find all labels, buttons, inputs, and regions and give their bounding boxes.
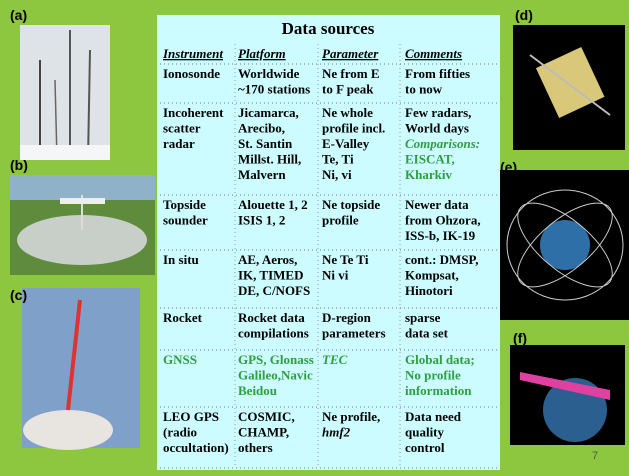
table-cell-text: Worldwide bbox=[238, 66, 300, 81]
table-cell-text: Kompsat, bbox=[405, 268, 459, 283]
table-cell-text: sparse bbox=[405, 310, 441, 325]
table-cell-text: ISS-b, IK-19 bbox=[405, 228, 476, 243]
table-cell-text: scatter bbox=[163, 121, 201, 136]
table-cell-text: Rocket data bbox=[238, 310, 305, 325]
table-cell-text: Rocket bbox=[163, 310, 203, 325]
table-cell-text: Ni vi bbox=[322, 268, 349, 283]
slide-title: Data sources bbox=[282, 19, 375, 38]
table-cell-text: Comparisons: bbox=[405, 136, 480, 151]
table-cell-text: data set bbox=[405, 326, 449, 341]
table-cell-text: compilations bbox=[238, 326, 309, 341]
image-label: (b) bbox=[10, 157, 28, 173]
image-label: (a) bbox=[10, 7, 27, 23]
table-cell-text: Ne from E bbox=[322, 66, 380, 81]
column-header: Instrument bbox=[162, 46, 223, 61]
image-earth bbox=[510, 345, 625, 445]
table-cell-text: Millst. Hill, bbox=[238, 152, 301, 167]
table-cell-text: Topside bbox=[163, 197, 206, 212]
table-cell-text: from Ohzora, bbox=[405, 213, 481, 228]
table-cell-text: D-region bbox=[322, 310, 372, 325]
table-cell-text: Malvern bbox=[238, 167, 286, 182]
table-cell-text: E-Valley bbox=[322, 136, 370, 151]
table-cell-text: Few radars, bbox=[405, 105, 471, 120]
table-cell-text: COSMIC, bbox=[238, 409, 295, 424]
image-forest bbox=[20, 25, 110, 161]
image-radar bbox=[10, 175, 155, 275]
table-cell-text: to F peak bbox=[322, 82, 374, 97]
table-cell-text: others bbox=[238, 440, 273, 455]
column-header: Comments bbox=[405, 46, 462, 61]
table-cell-text: cont.: DMSP, bbox=[405, 252, 479, 267]
table-cell-text: Ionosonde bbox=[163, 66, 220, 81]
table-cell-text: Newer data bbox=[405, 197, 469, 212]
table-cell-text: occultation) bbox=[163, 440, 229, 455]
table-cell-text: Arecibo, bbox=[238, 121, 285, 136]
table-cell-text: GNSS bbox=[163, 352, 197, 367]
table-panel bbox=[157, 15, 500, 470]
table-cell-text: GPS, Glonass bbox=[238, 352, 314, 367]
table-cell-text: Global data; bbox=[405, 352, 475, 367]
table-cell-text: LEO GPS bbox=[163, 409, 219, 424]
image-label: (c) bbox=[10, 287, 27, 303]
table-cell-text: Ne whole bbox=[322, 105, 373, 120]
table-cell-text: (radio bbox=[163, 425, 197, 440]
table-cell-text: radar bbox=[163, 136, 195, 151]
image-label: (e) bbox=[500, 159, 517, 175]
table-cell-text: Ne profile, bbox=[322, 409, 380, 424]
table-cell-text: Ni, vi bbox=[322, 167, 352, 182]
table-cell-text: EISCAT, bbox=[405, 152, 455, 167]
table-cell-text: control bbox=[405, 440, 445, 455]
image-label: (d) bbox=[515, 7, 533, 23]
table-cell-text: to now bbox=[405, 82, 443, 97]
table-cell-text: St. Santin bbox=[238, 136, 293, 151]
table-cell-text: Te, Ti bbox=[322, 152, 354, 167]
table-cell-text: Ne topside bbox=[322, 197, 380, 212]
table-cell-text: Galileo,Navic bbox=[238, 368, 313, 383]
table-cell-text: profile incl. bbox=[322, 121, 385, 136]
table-cell-text: Alouette 1, 2 bbox=[238, 197, 308, 212]
table-cell-text: In situ bbox=[163, 252, 199, 267]
table-cell-text: Ne Te Ti bbox=[322, 252, 369, 267]
column-header: Platform bbox=[238, 46, 286, 61]
table-cell-text: TEC bbox=[322, 352, 348, 367]
page-number: 7 bbox=[592, 450, 598, 462]
table-cell-text: No profile bbox=[405, 368, 461, 383]
table-cell-text: ISIS 1, 2 bbox=[238, 213, 285, 228]
column-header: Parameter bbox=[322, 46, 379, 61]
table-cell-text: quality bbox=[405, 425, 445, 440]
table-cell-text: information bbox=[405, 383, 472, 398]
table-cell-text: Data need bbox=[405, 409, 462, 424]
image-gps bbox=[500, 170, 629, 320]
table-cell-text: Kharkiv bbox=[405, 167, 452, 182]
table-cell-text: DE, C/NOFS bbox=[238, 283, 310, 298]
table-cell-text: Hinotori bbox=[405, 283, 453, 298]
table-cell-text: CHAMP, bbox=[238, 425, 289, 440]
table-cell-text: IK, TIMED bbox=[238, 268, 304, 283]
image-rocket bbox=[22, 288, 140, 450]
table-cell-text: hmf2 bbox=[322, 425, 351, 440]
table-cell-text: Incoherent bbox=[163, 105, 224, 120]
table-cell-text: Jicamarca, bbox=[238, 105, 299, 120]
table-cell-text: From fifties bbox=[405, 66, 470, 81]
table-cell-text: World days bbox=[405, 121, 469, 136]
table-cell-text: profile bbox=[322, 213, 359, 228]
table-cell-text: AE, Aeros, bbox=[238, 252, 297, 267]
table-cell-text: sounder bbox=[163, 213, 208, 228]
table-cell-text: parameters bbox=[322, 326, 386, 341]
table-cell-text: Beidou bbox=[238, 383, 277, 398]
image-label: (f) bbox=[513, 330, 527, 346]
image-satellite bbox=[513, 25, 625, 150]
table-cell-text: ~170 stations bbox=[238, 82, 310, 97]
